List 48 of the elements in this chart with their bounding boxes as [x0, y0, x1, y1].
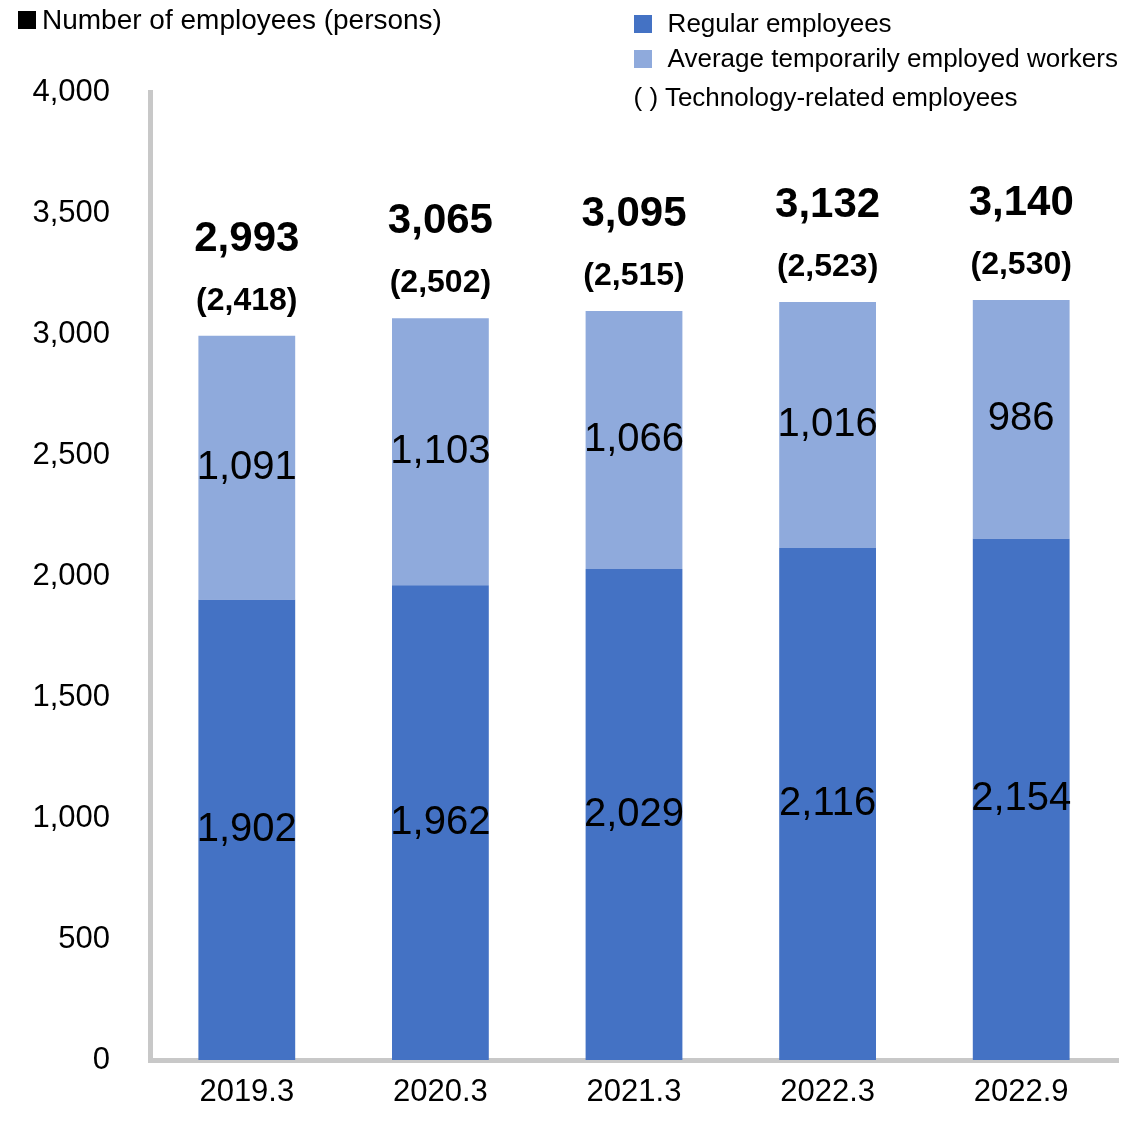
legend-label: Regular employees [667, 8, 892, 39]
data-label: 2,154 [971, 774, 1072, 819]
data-label: 2,116 [779, 779, 877, 823]
annotation: ( ) Technology-related employees [633, 82, 1019, 113]
bar [198, 599, 296, 1060]
bar [779, 547, 876, 1060]
annotation: (2,418) [196, 280, 298, 317]
annotation: (2,530) [970, 245, 1072, 282]
x-tick-label: 2021.3 [586, 1073, 682, 1109]
data-label: 1,066 [583, 415, 685, 460]
y-tick-label: 3,500 [32, 193, 110, 229]
x-tick-label: 2019.3 [199, 1073, 295, 1109]
x-tick-label: 2022.3 [780, 1073, 876, 1109]
total-label: 3,132 [775, 179, 881, 227]
data-label: 1,016 [777, 400, 878, 445]
bar [585, 311, 683, 569]
annotation: (2,523) [776, 247, 879, 284]
data-label: 1,902 [196, 804, 297, 849]
bar [392, 585, 489, 1060]
x-tick-label: 2022.9 [973, 1073, 1069, 1109]
annotation: (2,515) [583, 256, 685, 293]
bar [972, 538, 1070, 1060]
data-label: 2,029 [583, 789, 685, 834]
y-tick-label: 1,500 [32, 677, 110, 713]
total-label: 3,140 [968, 177, 1074, 225]
y-tick-label: 1,000 [32, 798, 110, 834]
bar [972, 300, 1070, 539]
total-label: 2,993 [194, 212, 300, 260]
y-tick-label: 2,000 [32, 556, 110, 592]
total-label: 3,065 [387, 195, 493, 243]
data-label: 986 [987, 394, 1055, 439]
data-label: 1,103 [390, 426, 491, 471]
bar [392, 318, 489, 586]
data-label: 1,962 [390, 797, 491, 842]
total-label: 3,095 [581, 188, 687, 236]
y-tick-label: 500 [58, 919, 110, 955]
y-tick-label: 3,000 [32, 314, 110, 350]
legend-label: Average temporarily employed workers [667, 43, 1118, 74]
y-tick-label: 2,500 [32, 435, 110, 471]
x-tick-label: 2020.3 [392, 1073, 488, 1109]
bar [779, 302, 876, 548]
data-label: 1,091 [196, 442, 297, 487]
bar [198, 335, 296, 600]
bar [585, 568, 683, 1060]
y-tick-label: 0 [92, 1040, 110, 1076]
y-tick-label: 4,000 [32, 72, 110, 108]
annotation: (2,502) [389, 263, 492, 300]
chart-title: Number of employees (persons) [42, 4, 442, 36]
